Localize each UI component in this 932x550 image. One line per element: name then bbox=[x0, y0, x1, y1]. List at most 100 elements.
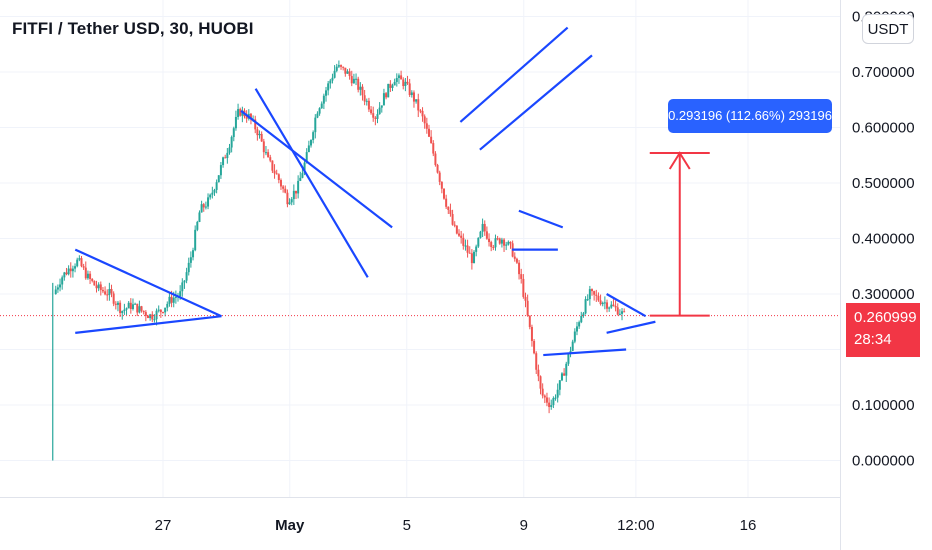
candle-body bbox=[548, 402, 551, 408]
candle-body bbox=[297, 180, 300, 194]
x-tick-label: 5 bbox=[403, 517, 411, 534]
candle-body bbox=[142, 310, 145, 313]
candle-body bbox=[573, 331, 576, 342]
candle-body bbox=[260, 133, 263, 142]
drawing-layer bbox=[0, 26, 840, 357]
candle-body bbox=[290, 199, 293, 203]
candle-body bbox=[344, 67, 347, 74]
trend-line bbox=[459, 26, 569, 123]
candle-body bbox=[355, 78, 358, 80]
candle-body bbox=[565, 363, 568, 376]
candle-body bbox=[408, 83, 411, 96]
candle-body bbox=[382, 93, 385, 106]
candle-body bbox=[492, 247, 495, 249]
candle-body bbox=[575, 326, 578, 332]
candle-body bbox=[545, 397, 548, 403]
candle-body bbox=[442, 188, 445, 199]
candle-body bbox=[468, 252, 471, 254]
candle-body bbox=[432, 143, 435, 154]
grid-layer bbox=[0, 0, 840, 497]
candle-body bbox=[599, 300, 602, 305]
candle-body bbox=[86, 273, 89, 279]
candle-body bbox=[496, 238, 499, 240]
candle-body bbox=[89, 273, 92, 279]
candle-body bbox=[82, 266, 85, 268]
x-tick-label: 9 bbox=[520, 517, 528, 534]
candle-body bbox=[560, 373, 563, 381]
trend-line bbox=[240, 109, 393, 229]
candle-body bbox=[127, 302, 130, 309]
trend-line bbox=[543, 348, 627, 357]
trend-line bbox=[74, 248, 222, 318]
candle-body bbox=[146, 315, 149, 319]
trend-line bbox=[606, 320, 656, 334]
candle-body bbox=[552, 398, 555, 406]
candle-body bbox=[395, 78, 398, 82]
candle-body bbox=[172, 297, 175, 303]
candle-body bbox=[385, 93, 388, 98]
candle-body bbox=[520, 274, 523, 279]
candle-body bbox=[430, 136, 433, 144]
candle-body bbox=[621, 311, 624, 314]
candle-body bbox=[483, 223, 486, 232]
candle-body bbox=[282, 186, 285, 189]
candle-body bbox=[80, 258, 83, 267]
candle-body bbox=[269, 157, 272, 161]
candle-body bbox=[134, 303, 137, 305]
candle-body bbox=[485, 231, 488, 239]
candle-body bbox=[329, 80, 332, 84]
candle-body bbox=[447, 206, 450, 210]
candle-body bbox=[230, 137, 233, 148]
candle-body bbox=[543, 395, 546, 398]
y-tick-label: 0.500000 bbox=[852, 175, 915, 192]
candle-body bbox=[325, 90, 328, 96]
candle-body bbox=[419, 110, 422, 112]
candle-body bbox=[616, 307, 619, 315]
candle-body bbox=[404, 81, 407, 87]
candle-body bbox=[402, 79, 405, 87]
candle-body bbox=[164, 307, 167, 313]
candle-body bbox=[580, 315, 583, 323]
candle-body bbox=[294, 190, 297, 194]
candle-body bbox=[346, 71, 349, 74]
candle-body bbox=[591, 289, 593, 292]
candle-body bbox=[63, 272, 66, 278]
candle-body bbox=[226, 152, 229, 159]
candle-body bbox=[370, 109, 373, 114]
candle-body bbox=[498, 238, 501, 244]
x-tick-label: 12:00 bbox=[617, 517, 655, 534]
candle-body bbox=[584, 299, 587, 314]
candle-body bbox=[509, 241, 512, 244]
candle-body bbox=[460, 235, 463, 238]
candle-body bbox=[473, 251, 476, 264]
candle-body bbox=[125, 308, 128, 310]
candle-body bbox=[110, 288, 113, 294]
candle-body bbox=[56, 287, 59, 290]
candle-body bbox=[207, 197, 210, 207]
candle-body bbox=[140, 306, 143, 311]
candle-body bbox=[528, 315, 531, 327]
candle-body bbox=[123, 309, 126, 312]
last-price-badge: 0.260999 28:34 bbox=[846, 303, 920, 357]
candle-body bbox=[136, 303, 139, 313]
y-tick-label: 0.700000 bbox=[852, 64, 915, 81]
candle-body bbox=[119, 302, 122, 314]
candle-body bbox=[406, 81, 409, 84]
candle-body bbox=[262, 141, 265, 153]
candle-body bbox=[342, 66, 345, 68]
candle-body bbox=[264, 152, 267, 154]
candle-body bbox=[567, 353, 570, 364]
candle-body bbox=[209, 194, 212, 198]
candle-body bbox=[541, 388, 544, 396]
candle-body bbox=[505, 244, 508, 246]
currency-unit-button[interactable]: USDT bbox=[862, 14, 914, 44]
trend-line bbox=[75, 315, 222, 334]
candle-body bbox=[427, 128, 430, 137]
candle-body bbox=[196, 221, 199, 230]
candle-body bbox=[623, 311, 626, 313]
candle-body bbox=[597, 295, 600, 301]
candle-body bbox=[185, 272, 188, 281]
candle-body bbox=[586, 299, 589, 301]
